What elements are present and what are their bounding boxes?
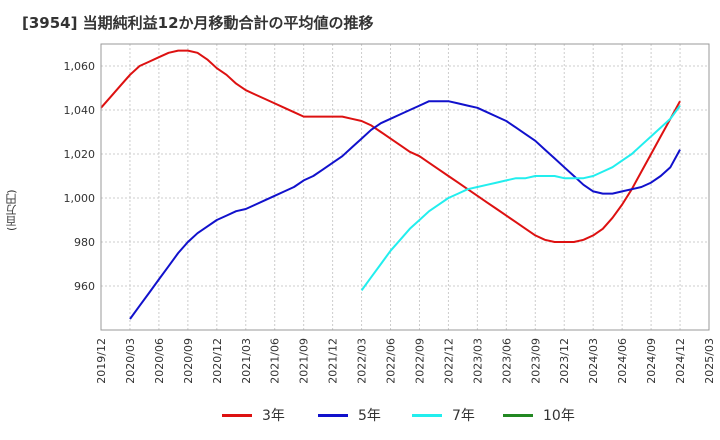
plot-area xyxy=(100,43,710,331)
y-tick-label: 1,000 xyxy=(64,192,96,205)
x-tick-label: 2023/12 xyxy=(558,338,571,384)
legend-label-3y: 3年 xyxy=(262,408,285,424)
x-tick-label: 2021/03 xyxy=(240,338,253,384)
legend-label-7y: 7年 xyxy=(452,408,475,424)
x-tick-label: 2019/12 xyxy=(95,338,108,384)
legend-label-10y: 10年 xyxy=(543,408,575,424)
x-tick-label: 2024/09 xyxy=(645,338,658,384)
chart-title: [3954] 当期純利益12か月移動合計の平均値の推移 xyxy=(22,14,374,32)
x-tick-label: 2022/12 xyxy=(442,338,455,384)
x-tick-label: 2023/09 xyxy=(529,338,542,384)
y-tick-label: 1,020 xyxy=(64,148,96,161)
series-line-7年 xyxy=(360,105,681,291)
legend-item-3y: 3年 xyxy=(222,404,285,426)
x-tick-label: 2023/06 xyxy=(500,338,513,384)
x-tick-label: 2024/03 xyxy=(587,338,600,384)
legend-swatch-10y xyxy=(503,413,533,417)
x-tick-label: 2021/06 xyxy=(269,338,282,384)
x-tick-label: 2020/12 xyxy=(211,338,224,384)
x-tick-label: 2023/03 xyxy=(471,338,484,384)
legend-item-5y: 5年 xyxy=(318,404,381,426)
x-tick-label: 2024/12 xyxy=(674,338,687,384)
y-tick-label: 1,060 xyxy=(64,60,96,73)
legend-swatch-5y xyxy=(318,413,348,417)
y-tick-label: 980 xyxy=(74,236,95,249)
legend-swatch-3y xyxy=(222,413,252,417)
series-line-5年 xyxy=(129,100,681,320)
x-tick-label: 2022/09 xyxy=(413,338,426,384)
series-line-3年 xyxy=(100,49,681,243)
x-tick-label: 2022/06 xyxy=(385,338,398,384)
x-tick-label: 2020/03 xyxy=(124,338,137,384)
legend: 3年 5年 7年 10年 xyxy=(0,404,720,428)
x-tick-label: 2020/06 xyxy=(153,338,166,384)
legend-item-10y: 10年 xyxy=(503,404,575,426)
y-tick-label: 1,040 xyxy=(64,104,96,117)
x-tick-label: 2025/03 xyxy=(703,338,716,384)
legend-label-5y: 5年 xyxy=(358,408,381,424)
x-tick-label: 2024/06 xyxy=(616,338,629,384)
x-tick-label: 2021/12 xyxy=(327,338,340,384)
x-tick-label: 2020/09 xyxy=(182,338,195,384)
x-tick-label: 2022/03 xyxy=(356,338,369,384)
y-tick-label: 960 xyxy=(74,280,95,293)
x-tick-label: 2021/09 xyxy=(298,338,311,384)
legend-item-7y: 7年 xyxy=(412,404,475,426)
legend-swatch-7y xyxy=(412,413,442,417)
